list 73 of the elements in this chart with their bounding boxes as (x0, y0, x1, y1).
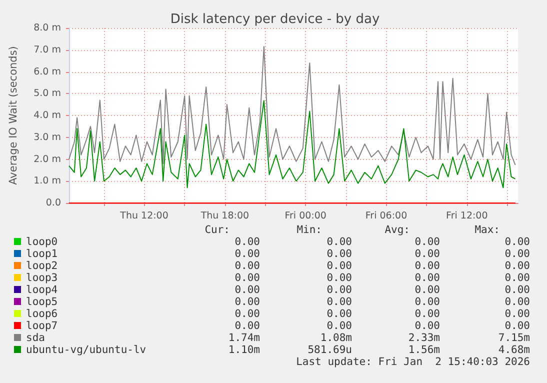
x-tick-label: Fri 12:00 (446, 210, 488, 222)
legend-label: loop3 (26, 272, 58, 284)
text: 581.69u (306, 344, 352, 356)
chart-title: Disk latency per device - by day (170, 12, 380, 27)
y-tick-label: 8.0 m (34, 22, 61, 34)
text: 0.00 (234, 272, 260, 284)
text: Last update: Fri Jan 2 15:40:03 2026 (295, 356, 530, 368)
legend-label: loop0 (26, 236, 58, 248)
y-tick-label: 6.0 m (34, 66, 61, 78)
legend-label: loop6 (26, 308, 58, 320)
text: 0.00 (326, 272, 352, 284)
text: Cur: (204, 224, 230, 236)
text: 0.00 (504, 308, 530, 320)
text: 0.00 (234, 320, 260, 332)
text: 0.00 (414, 284, 440, 296)
text: 7.15m (497, 332, 530, 344)
y-axis-title: Average IO Wait (seconds) (8, 46, 20, 185)
text: 1.74m (227, 332, 260, 344)
text: 1.56m (408, 344, 440, 356)
y-tick-label: 5.0 m (34, 88, 61, 100)
y-tick-label: 1.0 m (34, 176, 61, 187)
y-tick-label: 3.0 m (34, 132, 61, 143)
text: 0.00 (504, 272, 530, 284)
text: 0.00 (326, 260, 352, 272)
text: 0.00 (504, 236, 530, 248)
text: 1.08m (319, 332, 352, 344)
text: 0.00 (414, 260, 440, 272)
text: 0.00 (414, 236, 440, 248)
text: 0.00 (326, 284, 352, 296)
text: Max: (474, 224, 500, 236)
legend-label: loop2 (26, 260, 58, 272)
text: 0.00 (234, 284, 260, 296)
text: 1.10m (227, 344, 260, 356)
legend-label: loop1 (26, 248, 58, 260)
text: 0.00 (234, 248, 260, 260)
text: 0.00 (414, 248, 440, 260)
legend-label: loop7 (26, 320, 58, 332)
y-tick-label: 7.0 m (34, 44, 61, 56)
legend-label: ubuntu-vg/ubuntu-lv (26, 344, 146, 356)
text: 0.00 (326, 320, 352, 332)
text: Avg: (384, 224, 410, 236)
text: 0.00 (234, 296, 260, 308)
text: 4.68m (497, 344, 530, 356)
text: 0.00 (504, 296, 530, 308)
text: 0.00 (414, 296, 440, 308)
text: 0.00 (234, 260, 260, 272)
legend-label: sda (26, 332, 45, 344)
text: 2.33m (408, 332, 440, 344)
text: 0.00 (234, 236, 260, 248)
text: 0.00 (234, 308, 260, 320)
line-series (68, 100, 516, 188)
text: 0.00 (326, 236, 352, 248)
text: 0.00 (414, 308, 440, 320)
text: 0.00 (504, 284, 530, 296)
x-tick-label: Fri 00:00 (284, 210, 326, 222)
y-tick-label: 4.0 m (34, 110, 61, 121)
y-tick-label: 2.0 m (34, 154, 61, 165)
text: 0.00 (414, 320, 440, 332)
x-tick-label: Fri 06:00 (365, 210, 408, 222)
text: 0.00 (326, 308, 352, 320)
text: 0.00 (326, 296, 352, 308)
text: 0.00 (504, 320, 530, 332)
legend-label: loop4 (26, 284, 58, 296)
x-tick-label: Thu 18:00 (200, 210, 250, 222)
y-tick-label: 0.0 (46, 198, 61, 208)
text: 0.00 (326, 248, 352, 260)
legend-label: loop5 (26, 296, 58, 308)
x-tick-label: Thu 12:00 (119, 210, 168, 222)
line-series (68, 46, 516, 166)
text: Min: (296, 224, 322, 236)
text: 0.00 (414, 272, 440, 284)
text: 0.00 (504, 260, 530, 272)
text: 0.00 (504, 248, 530, 260)
